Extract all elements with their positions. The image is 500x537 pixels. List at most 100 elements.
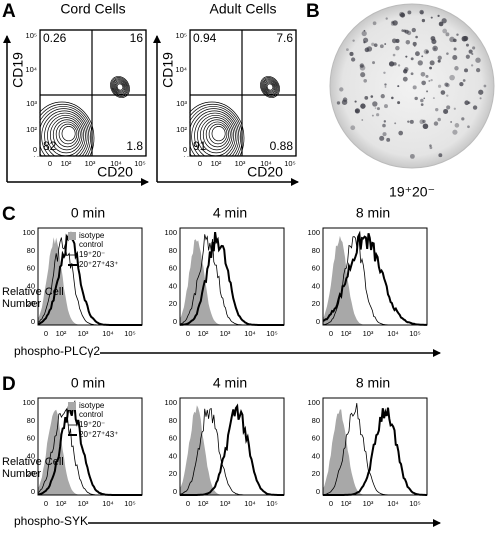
spot [372, 101, 378, 107]
contour [263, 80, 277, 94]
spot [372, 61, 375, 65]
plot-title: Cord Cells [60, 1, 125, 17]
x-tick-label: 10⁴ [387, 499, 399, 508]
y-tick-label: 80 [27, 416, 35, 425]
plot-frame [189, 29, 297, 157]
quadrant-value: 0.26 [43, 31, 67, 45]
x-tick-label: 10³ [78, 499, 89, 508]
spot [467, 125, 470, 129]
spot [391, 38, 397, 44]
time-label: 4 min [213, 205, 247, 221]
spot [409, 119, 414, 124]
y-tick-label: 80 [27, 246, 35, 255]
x-axis-label: phospho-SYK [14, 514, 88, 528]
spot [350, 125, 356, 131]
x-tick-label: 10⁵ [266, 329, 277, 338]
plot-frame [322, 227, 428, 326]
x-axis-label: CD20 [97, 164, 133, 180]
spot [414, 96, 418, 101]
spot [394, 122, 397, 125]
thick-histogram [322, 230, 427, 326]
spot [349, 51, 354, 56]
spot [421, 55, 424, 58]
spot [388, 61, 395, 67]
x-tick-label: 10³ [235, 159, 246, 168]
y-tick-label: 0 [316, 317, 320, 326]
contour [113, 80, 127, 94]
spot [472, 46, 476, 50]
spot [429, 60, 435, 66]
spot [429, 144, 432, 147]
spot [385, 17, 388, 20]
spot [384, 104, 388, 109]
spot [461, 35, 468, 42]
x-tick-label: 10² [198, 329, 209, 338]
spot [430, 78, 433, 82]
x-tick-label: 10² [341, 329, 352, 338]
time-label: 4 min [213, 375, 247, 391]
y-tick-label: 10⁴ [25, 65, 37, 74]
spot [428, 79, 431, 82]
x-tick-label: 10³ [363, 499, 374, 508]
legend-swatch [68, 402, 76, 410]
spot [449, 74, 455, 81]
x-tick-label: 0 [198, 159, 202, 168]
plot-frame [37, 397, 143, 496]
y-tick-label: 10³ [26, 99, 37, 108]
x-tick-label: 0 [329, 329, 333, 338]
spot [392, 20, 398, 26]
y-tick-label: 80 [169, 246, 177, 255]
spot [391, 20, 395, 24]
spot [425, 50, 429, 54]
y-tick-label: 60 [312, 264, 320, 273]
x-tick-label: 10³ [220, 499, 231, 508]
spot [421, 18, 426, 23]
legend-text: 20⁺27⁺43⁺ [79, 260, 118, 269]
spot [437, 55, 442, 60]
spot [354, 100, 357, 103]
spot [339, 87, 344, 92]
spot [452, 54, 458, 61]
contour [208, 123, 228, 145]
plot-frame [179, 227, 285, 326]
spot [379, 135, 385, 141]
spot [445, 32, 450, 37]
spot [470, 64, 474, 67]
panel-label: B [306, 1, 320, 22]
spot [420, 103, 424, 106]
quadrant-value: 1.8 [126, 139, 143, 153]
spot [360, 72, 366, 78]
spot [386, 137, 391, 142]
x-tick-label: 10⁵ [134, 159, 145, 168]
x-tick-label: 10⁴ [102, 329, 114, 338]
contour [264, 81, 276, 93]
spot [476, 67, 481, 73]
y-tick-label: 0 [183, 145, 187, 154]
spot [462, 79, 466, 82]
elispot-well [329, 3, 495, 169]
y-axis-label: CD19 [160, 52, 176, 88]
spot [438, 153, 443, 158]
spot [453, 107, 456, 110]
legend-text: 19⁺20⁻ [79, 420, 105, 429]
contour [114, 81, 126, 93]
y-tick-label: 0 [31, 487, 35, 496]
spot [363, 29, 366, 32]
y-tick-label: 20 [27, 299, 35, 308]
spot [401, 29, 404, 32]
quadrant-value: 0.88 [270, 139, 294, 153]
contour [116, 83, 124, 91]
y-tick-label: 80 [169, 416, 177, 425]
spot [483, 84, 487, 88]
spot [373, 43, 378, 47]
x-tick-label: 0 [44, 499, 48, 508]
y-tick-label: 0 [173, 487, 177, 496]
contour [200, 117, 233, 154]
spot [442, 28, 448, 34]
spot [471, 52, 474, 56]
spot [395, 45, 400, 51]
y-tick-label: 40 [312, 451, 320, 460]
spot [420, 98, 424, 103]
spot [417, 60, 423, 66]
x-tick-label: 0 [329, 499, 333, 508]
